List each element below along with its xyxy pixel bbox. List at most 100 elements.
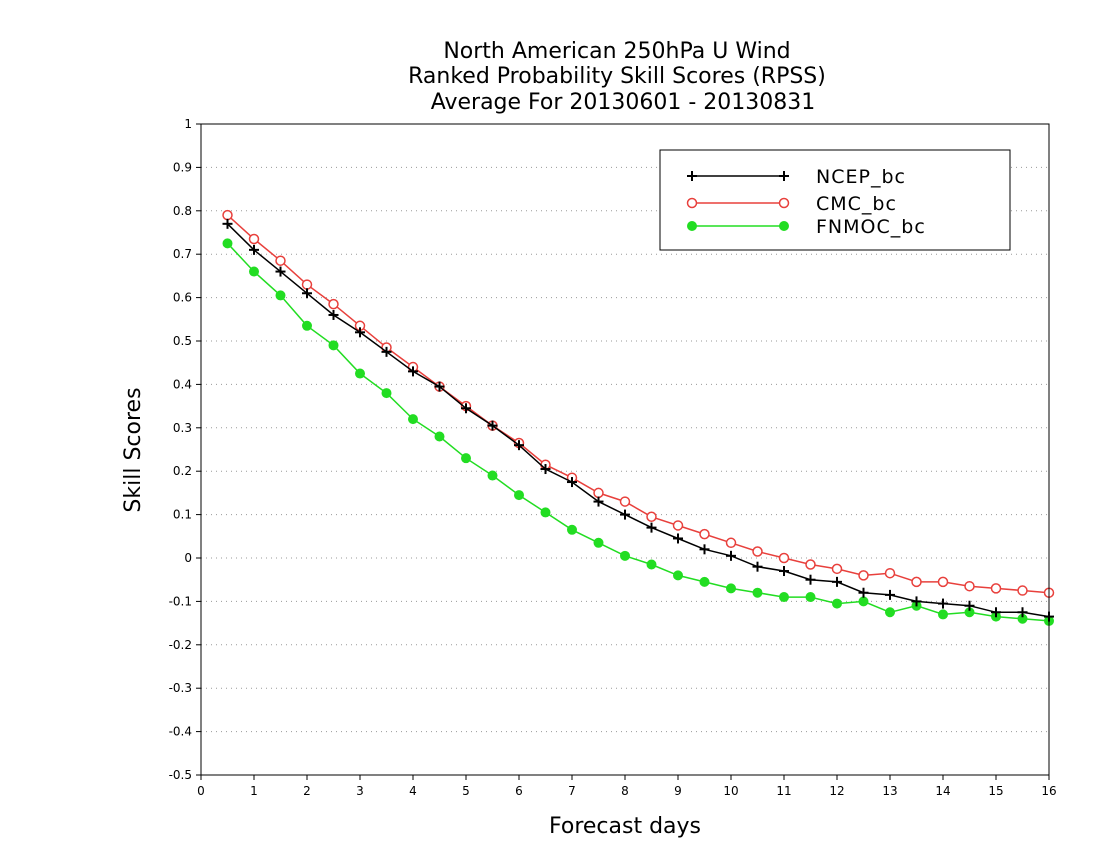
data-point-fnmoc-bc bbox=[620, 550, 630, 561]
x-tick-label: 13 bbox=[882, 784, 897, 798]
chart-title: North American 250hPa U Wind Ranked Prob… bbox=[408, 39, 826, 115]
y-tick-label: 0.3 bbox=[173, 421, 192, 435]
y-tick-label: 0.7 bbox=[173, 247, 192, 261]
data-point-ncep-bc bbox=[434, 381, 445, 392]
data-point-ncep-bc bbox=[646, 522, 657, 533]
data-point-cmc-bc bbox=[858, 570, 869, 581]
x-tick-label: 0 bbox=[197, 784, 205, 798]
data-point-ncep-bc bbox=[885, 589, 895, 600]
y-tick-label: 1 bbox=[184, 117, 192, 131]
legend-label-cmc-bc: CMC_bc bbox=[816, 193, 897, 215]
data-point-fnmoc-bc bbox=[673, 570, 683, 581]
y-tick-label: 0.1 bbox=[173, 508, 192, 522]
data-point-fnmoc-bc bbox=[408, 414, 418, 425]
data-point-cmc-bc bbox=[990, 583, 1002, 594]
data-point-fnmoc-bc bbox=[593, 537, 604, 548]
series-cmc-bc bbox=[222, 209, 1055, 598]
data-point-cmc-bc bbox=[725, 537, 737, 549]
data-point-ncep-bc bbox=[779, 566, 789, 577]
y-tick-label: -0.2 bbox=[169, 638, 192, 652]
data-point-ncep-bc bbox=[302, 288, 312, 299]
data-point-cmc-bc bbox=[805, 559, 816, 570]
y-tick-label: 0.9 bbox=[173, 160, 192, 174]
data-point-fnmoc-bc bbox=[275, 290, 286, 301]
data-point-cmc-bc bbox=[646, 511, 657, 523]
data-point-cmc-bc bbox=[222, 209, 233, 221]
data-point-ncep-bc bbox=[355, 327, 365, 338]
data-point-ncep-bc bbox=[673, 533, 683, 544]
data-point-ncep-bc bbox=[699, 544, 710, 555]
legend-marker bbox=[778, 197, 790, 209]
data-point-fnmoc-bc bbox=[249, 266, 259, 277]
data-point-cmc-bc bbox=[778, 552, 790, 564]
data-point-fnmoc-bc bbox=[540, 507, 551, 518]
data-point-ncep-bc bbox=[381, 346, 392, 357]
data-point-ncep-bc bbox=[805, 574, 816, 585]
data-point-ncep-bc bbox=[249, 244, 259, 255]
x-tick-label: 9 bbox=[674, 784, 682, 798]
legend-entry-cmc-bc: CMC_bc bbox=[686, 193, 897, 215]
data-point-ncep-bc bbox=[726, 550, 736, 561]
y-tick-label: -0.5 bbox=[169, 768, 192, 782]
data-point-ncep-bc bbox=[275, 266, 286, 277]
data-point-ncep-bc bbox=[567, 477, 577, 488]
y-tick-label: 0.4 bbox=[173, 377, 192, 391]
y-axis-label: Skill Scores bbox=[121, 387, 146, 512]
series-line-fnmoc-bc bbox=[226, 242, 1050, 622]
x-tick-label: 3 bbox=[356, 784, 364, 798]
series-line-cmc-bc bbox=[226, 214, 1050, 594]
y-tick-label: 0.6 bbox=[173, 291, 192, 305]
y-tick-label: 0 bbox=[184, 551, 192, 565]
legend-label-fnmoc-bc: FNMOC_bc bbox=[816, 216, 926, 238]
data-point-fnmoc-bc bbox=[434, 431, 445, 442]
data-point-fnmoc-bc bbox=[726, 583, 736, 594]
data-point-cmc-bc bbox=[328, 298, 339, 310]
data-point-ncep-bc bbox=[752, 561, 763, 572]
data-point-cmc-bc bbox=[699, 528, 710, 540]
data-point-ncep-bc bbox=[620, 509, 630, 520]
y-tick-label: -0.1 bbox=[169, 594, 192, 608]
legend-label-ncep-bc: NCEP_bc bbox=[816, 166, 906, 188]
y-tick-label: 0.8 bbox=[173, 204, 192, 218]
chart-title-line-3: Average For 20130601 - 20130831 bbox=[431, 90, 816, 115]
data-point-ncep-bc bbox=[938, 598, 948, 609]
y-tick-label: 0.2 bbox=[173, 464, 192, 478]
legend-entry-fnmoc-bc: FNMOC_bc bbox=[687, 216, 926, 238]
data-point-cmc-bc bbox=[275, 255, 286, 266]
data-point-cmc-bc bbox=[964, 580, 975, 592]
x-tick-label: 7 bbox=[568, 784, 576, 798]
data-point-fnmoc-bc bbox=[832, 598, 842, 609]
chart-title-line-2: Ranked Probability Skill Scores (RPSS) bbox=[408, 64, 826, 89]
data-point-ncep-bc bbox=[964, 600, 975, 611]
data-point-cmc-bc bbox=[911, 576, 922, 588]
data-point-fnmoc-bc bbox=[355, 368, 365, 379]
legend-marker bbox=[779, 171, 789, 181]
data-point-ncep-bc bbox=[540, 464, 551, 475]
series-fnmoc-bc bbox=[222, 238, 1054, 626]
data-point-cmc-bc bbox=[672, 520, 684, 531]
x-tick-label: 1 bbox=[250, 784, 258, 798]
y-tick-label: 0.5 bbox=[173, 334, 192, 348]
legend-box bbox=[659, 149, 1011, 251]
x-tick-label: 16 bbox=[1041, 784, 1056, 798]
data-point-fnmoc-bc bbox=[938, 609, 948, 620]
data-point-fnmoc-bc bbox=[646, 559, 657, 570]
data-point-fnmoc-bc bbox=[699, 576, 710, 587]
data-point-cmc-bc bbox=[593, 487, 604, 499]
data-point-fnmoc-bc bbox=[885, 607, 895, 618]
data-point-cmc-bc bbox=[937, 576, 949, 588]
data-point-cmc-bc bbox=[248, 233, 260, 245]
legend-entry-ncep-bc: NCEP_bc bbox=[687, 166, 906, 188]
data-point-ncep-bc bbox=[991, 607, 1001, 618]
data-point-ncep-bc bbox=[911, 596, 922, 607]
data-point-fnmoc-bc bbox=[858, 596, 869, 607]
data-point-fnmoc-bc bbox=[302, 320, 312, 331]
series-ncep-bc bbox=[222, 218, 1054, 622]
data-point-cmc-bc bbox=[752, 546, 763, 557]
x-axis-ticks: 0 1 2 3 4 5 6 7 8 9 10 11 12 13 14 15 16 bbox=[197, 775, 1057, 798]
grid-lines bbox=[201, 166, 1049, 733]
x-tick-label: 8 bbox=[621, 784, 629, 798]
data-point-ncep-bc bbox=[328, 309, 339, 320]
